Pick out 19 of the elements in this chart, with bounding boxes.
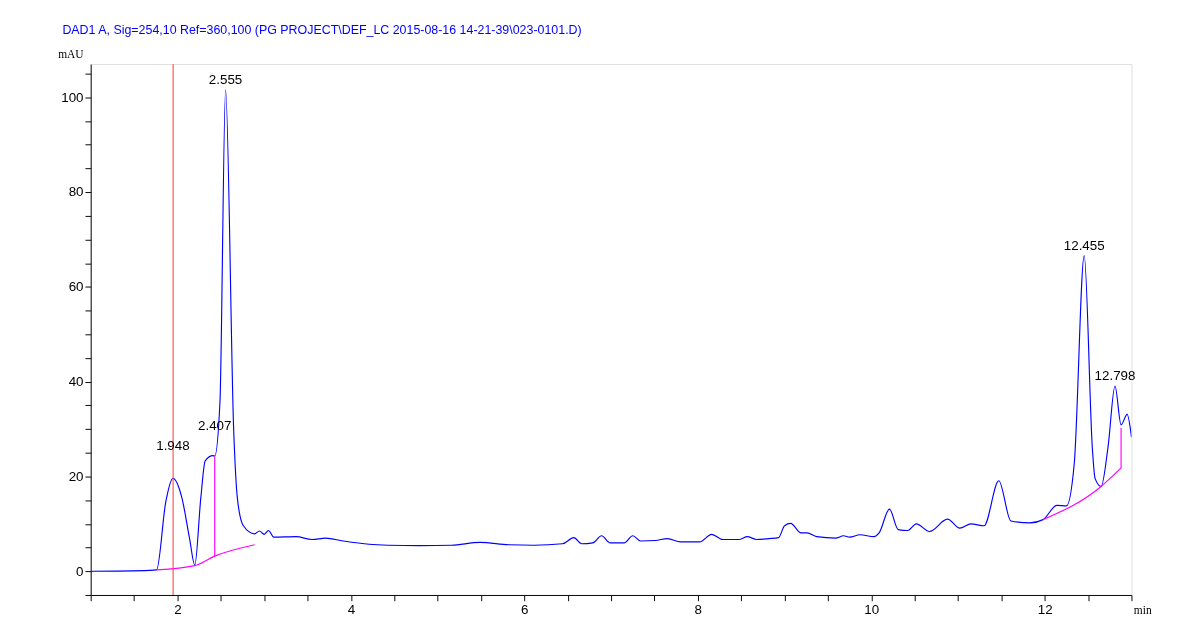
- y-tick-label: 0: [76, 563, 84, 579]
- y-tick-label: 40: [68, 373, 84, 389]
- y-tick-label: 100: [61, 89, 84, 105]
- annotation: 12.455: [1063, 237, 1105, 253]
- annotation: 1.948: [156, 437, 190, 453]
- annotation: 2.555: [208, 71, 243, 87]
- x-tick-label: 12: [1037, 601, 1053, 617]
- x-tick-label: 4: [347, 601, 356, 617]
- y-tick-label: 80: [68, 184, 84, 200]
- chart-title: DAD1 A, Sig=254,10 Ref=360,100 (PG PROJECT\DEF_LC 2015-08-16 14-21-39\023-0101.D): [62, 22, 582, 37]
- y-axis-title: mAU: [58, 47, 85, 60]
- x-tick-label: 2: [174, 601, 182, 617]
- y-tick-label: 60: [68, 279, 84, 295]
- y-tick-label: 20: [68, 468, 84, 484]
- x-tick-label: 10: [864, 601, 880, 617]
- x-axis-title: min: [1133, 603, 1152, 616]
- x-tick-label: 6: [521, 601, 529, 617]
- annotation: 12.798: [1094, 368, 1136, 384]
- x-tick-label: 8: [694, 601, 703, 617]
